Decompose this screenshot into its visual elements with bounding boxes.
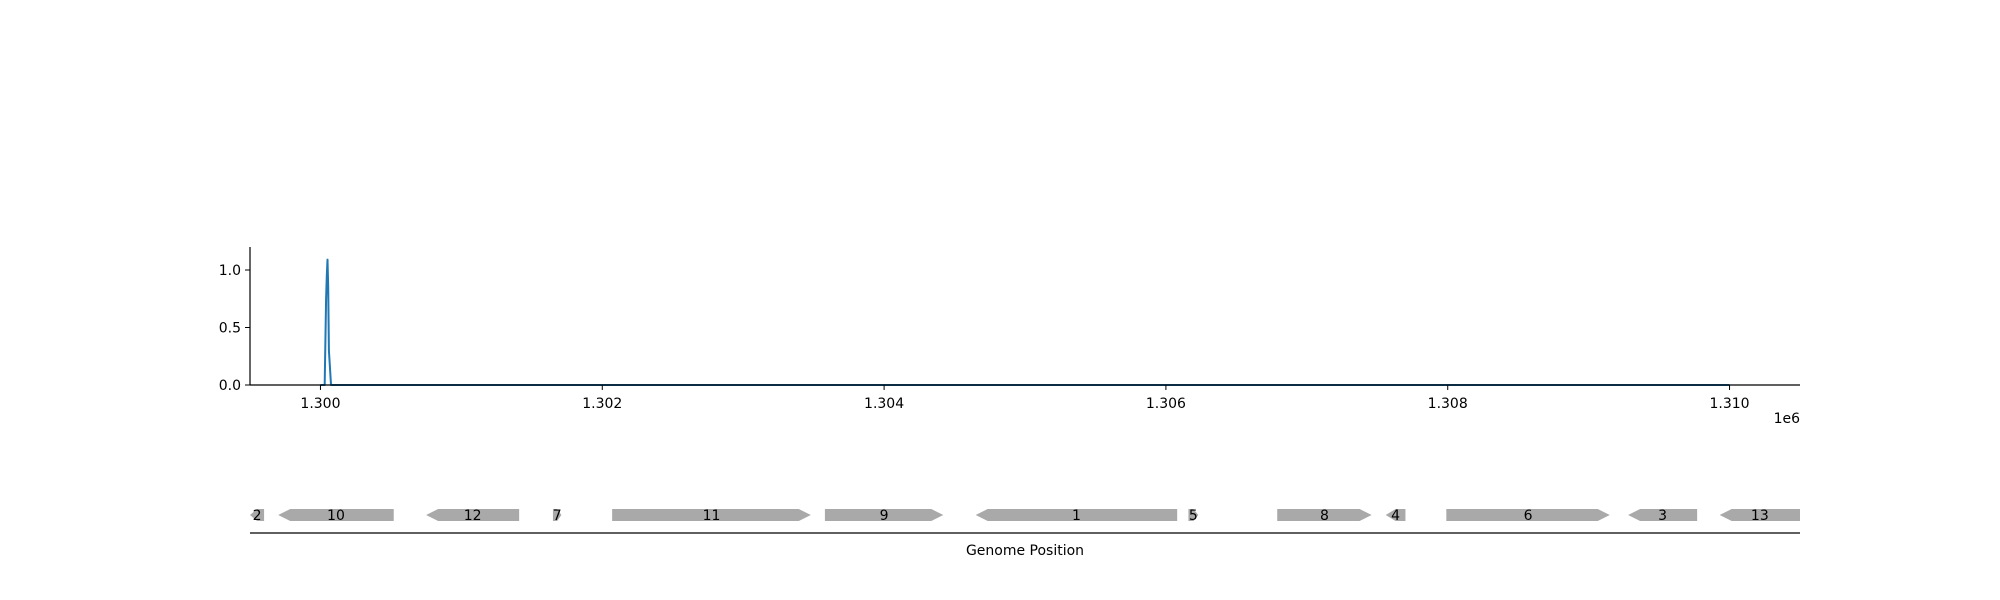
x-tick-label: 1.306 [1146, 396, 1186, 412]
gene-arrow [552, 509, 562, 521]
gene-label: 3 [1658, 508, 1667, 524]
gene-label: 5 [1189, 508, 1198, 524]
gene-arrow [1385, 509, 1406, 521]
y-tick-label: 0.5 [219, 321, 241, 337]
gene-arrow [1719, 509, 1800, 521]
x-tick-label: 1.308 [1428, 396, 1468, 412]
x-tick-label: 1.300 [300, 396, 340, 412]
gene-label: 2 [253, 508, 262, 524]
gene-feature: 9 [824, 508, 944, 524]
gene-arrow [824, 509, 944, 521]
x-tick-label: 1.302 [582, 396, 622, 412]
gene-arrow [975, 509, 1178, 521]
gene-arrow [612, 509, 811, 521]
coverage-plot: 1.300 1.302 1.304 1.306 1.308 1.310 0.0 0.5 1.0… [219, 247, 1800, 427]
gene-feature: 2 [250, 508, 265, 524]
gene-feature: 13 [1719, 508, 1800, 524]
x-axis-ticks: 1.300 1.302 1.304 1.306 1.308 1.310 [300, 385, 1750, 412]
x-tick-label: 1.310 [1709, 396, 1749, 412]
gene-feature: 7 [553, 508, 562, 524]
gene-feature: 4 [1385, 508, 1406, 524]
gene-arrow [250, 509, 265, 521]
gene-arrow [426, 509, 520, 521]
gene-arrow [1446, 509, 1610, 521]
gene-arrow [1628, 509, 1698, 521]
gene-feature: 11 [612, 508, 811, 524]
gene-track-xlabel: Genome Position [966, 543, 1084, 559]
gene-feature: 8 [1277, 508, 1372, 524]
gene-label: 11 [703, 508, 721, 524]
gene-track: 2 10 12 7 11 9 1 5 8 4 6 3 13 Genome Position [250, 508, 1800, 559]
x-offset-label: 1e6 [1774, 411, 1801, 427]
gene-label: 13 [1751, 508, 1769, 524]
gene-arrow [1188, 509, 1199, 521]
gene-label: 10 [327, 508, 345, 524]
coverage-series-line [320, 258, 1730, 386]
x-tick-label: 1.304 [864, 396, 904, 412]
gene-features: 2 10 12 7 11 9 1 5 8 4 6 3 13 [250, 508, 1800, 524]
y-axis-ticks: 0.0 0.5 1.0 [219, 263, 250, 394]
gene-arrow [1277, 509, 1372, 521]
gene-label: 9 [880, 508, 889, 524]
gene-feature: 6 [1446, 508, 1610, 524]
gene-arrow [278, 509, 394, 521]
gene-label: 12 [464, 508, 482, 524]
coverage-line-layer [320, 258, 1730, 386]
y-tick-label: 0.0 [219, 378, 241, 394]
gene-feature: 3 [1628, 508, 1698, 524]
gene-feature: 5 [1188, 508, 1199, 524]
y-tick-label: 1.0 [219, 263, 241, 279]
gene-label: 6 [1524, 508, 1533, 524]
gene-label: 8 [1320, 508, 1329, 524]
gene-label: 7 [553, 508, 562, 524]
gene-label: 1 [1072, 508, 1081, 524]
gene-feature: 12 [426, 508, 520, 524]
gene-label: 4 [1391, 508, 1400, 524]
gene-feature: 1 [975, 508, 1178, 524]
gene-feature: 10 [278, 508, 394, 524]
